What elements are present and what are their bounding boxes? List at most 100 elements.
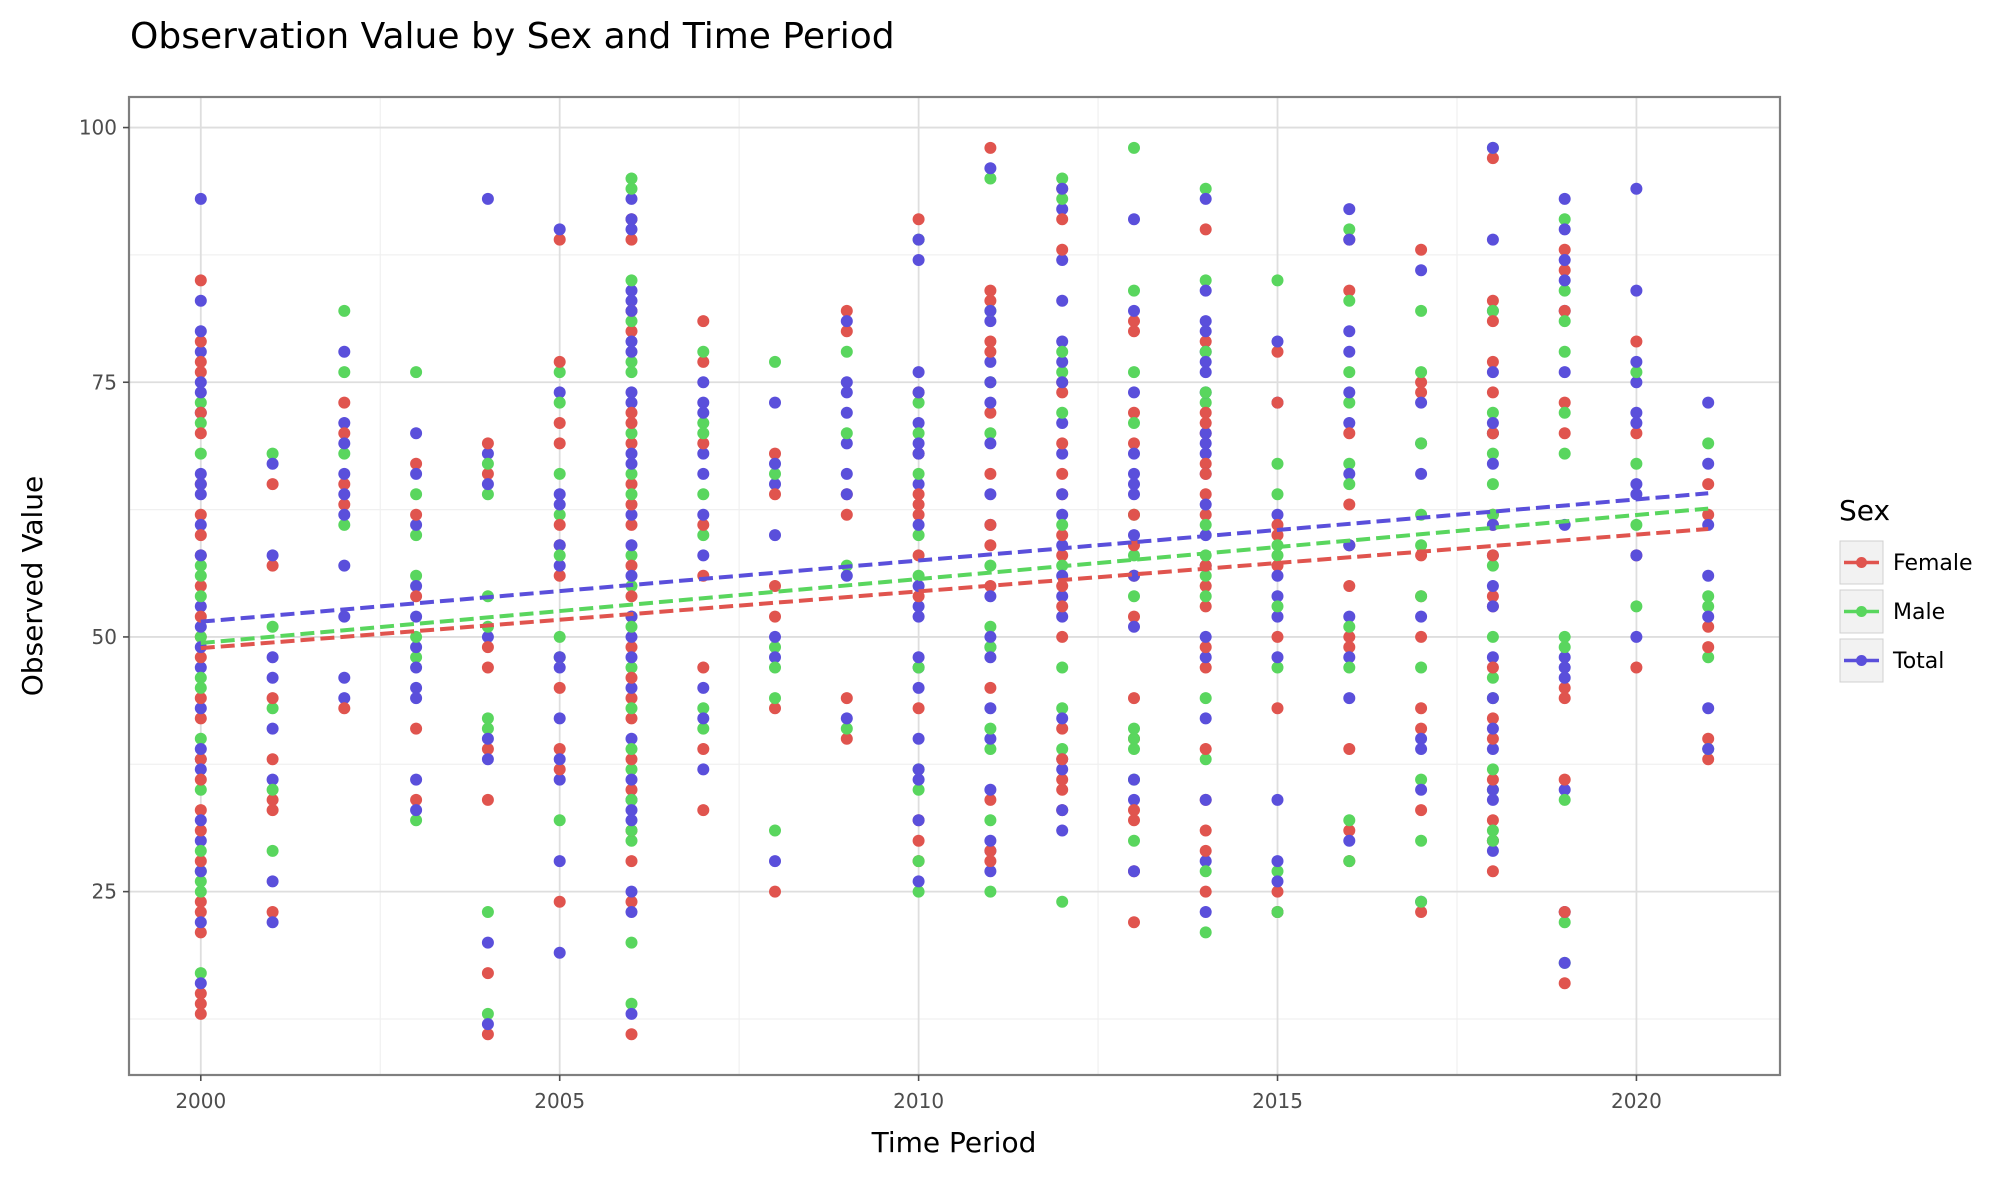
data-point-total bbox=[1128, 773, 1140, 786]
data-point-female bbox=[194, 529, 207, 542]
data-point-total bbox=[697, 406, 710, 419]
data-point-male bbox=[1199, 926, 1212, 939]
data-point-total bbox=[1343, 386, 1356, 399]
data-point-total bbox=[481, 630, 494, 643]
data-point-male bbox=[194, 783, 207, 796]
data-point-female bbox=[194, 427, 207, 440]
data-point-male bbox=[410, 814, 423, 827]
data-points bbox=[194, 141, 1715, 1041]
data-point-female bbox=[697, 355, 710, 368]
data-point-female bbox=[338, 478, 351, 491]
data-point-male bbox=[1558, 315, 1571, 328]
data-point-female bbox=[769, 610, 781, 623]
data-point-total bbox=[1056, 254, 1069, 266]
data-point-total bbox=[194, 865, 207, 878]
data-point-female bbox=[553, 681, 566, 694]
data-point-female bbox=[625, 406, 638, 419]
data-point-total bbox=[1271, 590, 1284, 603]
data-point-male bbox=[1199, 753, 1212, 766]
data-point-female bbox=[1630, 335, 1643, 348]
data-point-total bbox=[553, 223, 566, 236]
data-point-male bbox=[1128, 722, 1140, 735]
data-point-male bbox=[1415, 590, 1428, 603]
data-point-male bbox=[625, 182, 638, 195]
data-point-female bbox=[481, 793, 494, 806]
data-point-total bbox=[1558, 223, 1571, 236]
data-point-female bbox=[984, 855, 997, 868]
data-point-female bbox=[984, 518, 997, 531]
data-point-female bbox=[840, 508, 853, 521]
data-point-female bbox=[625, 233, 638, 246]
data-point-female bbox=[984, 539, 997, 552]
data-point-male bbox=[1056, 192, 1069, 205]
data-point-total bbox=[1056, 488, 1069, 501]
data-point-total bbox=[1343, 651, 1356, 664]
data-point-male bbox=[1486, 304, 1499, 317]
data-point-total bbox=[912, 681, 925, 694]
data-point-male bbox=[984, 172, 997, 185]
data-point-female bbox=[553, 895, 566, 908]
data-point-total bbox=[266, 651, 279, 664]
data-point-total bbox=[912, 732, 925, 745]
data-point-total bbox=[1630, 417, 1643, 429]
data-point-total bbox=[194, 518, 207, 531]
data-point-total bbox=[1128, 478, 1140, 491]
data-point-total bbox=[912, 478, 925, 491]
data-point-female bbox=[625, 712, 638, 725]
data-point-male bbox=[1486, 630, 1499, 643]
data-point-total bbox=[625, 294, 638, 307]
data-point-female bbox=[1630, 661, 1643, 674]
data-point-total bbox=[410, 773, 423, 786]
data-point-total bbox=[625, 213, 638, 226]
data-point-female bbox=[1486, 814, 1499, 827]
data-point-total bbox=[625, 447, 638, 460]
data-point-female bbox=[1056, 783, 1069, 796]
data-point-total bbox=[912, 580, 925, 592]
data-point-female bbox=[625, 325, 638, 338]
data-point-total bbox=[553, 498, 566, 511]
y-tick-label: 75 bbox=[92, 370, 117, 394]
data-point-female bbox=[1486, 427, 1499, 440]
data-point-female bbox=[1199, 223, 1212, 236]
data-point-total bbox=[1271, 793, 1284, 806]
data-point-total bbox=[840, 437, 853, 450]
data-point-female bbox=[984, 335, 997, 348]
data-point-female bbox=[1271, 630, 1284, 643]
data-point-total bbox=[769, 478, 781, 491]
data-point-total bbox=[840, 569, 853, 582]
data-point-male bbox=[697, 529, 710, 542]
data-point-female bbox=[1199, 824, 1212, 837]
data-point-total bbox=[697, 447, 710, 460]
data-point-female bbox=[1056, 437, 1069, 450]
data-point-female bbox=[625, 753, 638, 766]
data-point-female bbox=[1056, 386, 1069, 399]
trend-line-male bbox=[200, 506, 1709, 646]
data-point-male bbox=[625, 172, 638, 185]
data-point-female bbox=[194, 580, 207, 592]
data-point-female bbox=[912, 702, 925, 715]
data-point-male bbox=[1199, 692, 1212, 705]
data-point-total bbox=[1558, 956, 1571, 969]
data-point-total bbox=[1056, 182, 1069, 195]
data-point-total bbox=[1271, 875, 1284, 888]
data-point-total bbox=[1558, 651, 1571, 664]
data-point-total bbox=[984, 630, 997, 643]
data-point-female bbox=[481, 661, 494, 674]
data-point-female bbox=[1056, 243, 1069, 256]
data-point-total bbox=[1199, 793, 1212, 806]
data-point-male bbox=[984, 641, 997, 654]
data-point-female bbox=[1343, 427, 1356, 440]
data-point-male bbox=[1199, 569, 1212, 582]
data-point-female bbox=[1415, 630, 1428, 643]
data-point-total bbox=[1128, 529, 1140, 542]
data-point-total bbox=[266, 671, 279, 684]
data-point-total bbox=[194, 294, 207, 307]
data-point-female bbox=[912, 498, 925, 511]
data-point-male bbox=[912, 661, 925, 674]
data-point-total bbox=[912, 366, 925, 379]
data-point-male bbox=[1558, 406, 1571, 419]
data-point-total bbox=[984, 396, 997, 409]
data-point-total bbox=[553, 488, 566, 501]
data-point-male bbox=[912, 783, 925, 796]
data-point-female bbox=[1199, 488, 1212, 501]
